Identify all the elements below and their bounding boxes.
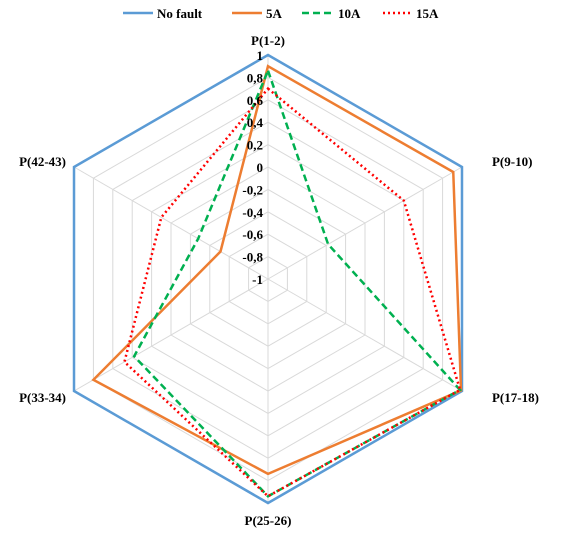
grid-spoke [267, 166, 463, 280]
tick-label: 0 [257, 160, 264, 175]
tick-label: -0,6 [242, 227, 263, 242]
legend-label: 15A [416, 6, 439, 21]
series-line-15a [123, 86, 462, 498]
category-label: P(33-34) [19, 390, 66, 405]
legend-label: No fault [157, 6, 203, 21]
grid-spoke [73, 166, 269, 280]
radar-grid [73, 55, 463, 503]
radar-series [72, 53, 464, 505]
category-label: P(17-18) [492, 390, 539, 405]
tick-label: 0,4 [247, 115, 264, 130]
legend-label: 10A [338, 6, 361, 21]
series-line-no-fault [72, 53, 464, 505]
category-label: P(25-26) [245, 513, 292, 528]
category-label: P(42-43) [19, 154, 66, 169]
legend-label: 5A [266, 6, 283, 21]
tick-label: 0,8 [247, 70, 264, 85]
category-labels: P(1-2) P(9-10) P(17-18) P(25-26) P(33-34) P(4… [19, 33, 539, 528]
tick-label: -0,8 [242, 250, 263, 265]
tick-label: 1 [257, 48, 264, 63]
radial-tick-labels: 1 0,8 0,6 0,4 0,2 0 -0,2 -0,4 -0,6 -0,8 -1 [242, 48, 263, 287]
tick-label: 0,6 [247, 93, 264, 108]
series-line-10a [132, 67, 463, 498]
tick-label: -1 [252, 272, 263, 287]
category-label: P(9-10) [492, 154, 532, 169]
category-label: P(1-2) [251, 33, 285, 48]
tick-label: -0,2 [242, 182, 263, 197]
chart-legend: No fault 5A 10A 15A [123, 6, 439, 21]
tick-label: -0,4 [242, 205, 263, 220]
tick-label: 0,2 [247, 138, 263, 153]
series-line-5a [91, 64, 463, 476]
grid-spoke [267, 278, 463, 392]
grid-spoke [73, 278, 269, 392]
